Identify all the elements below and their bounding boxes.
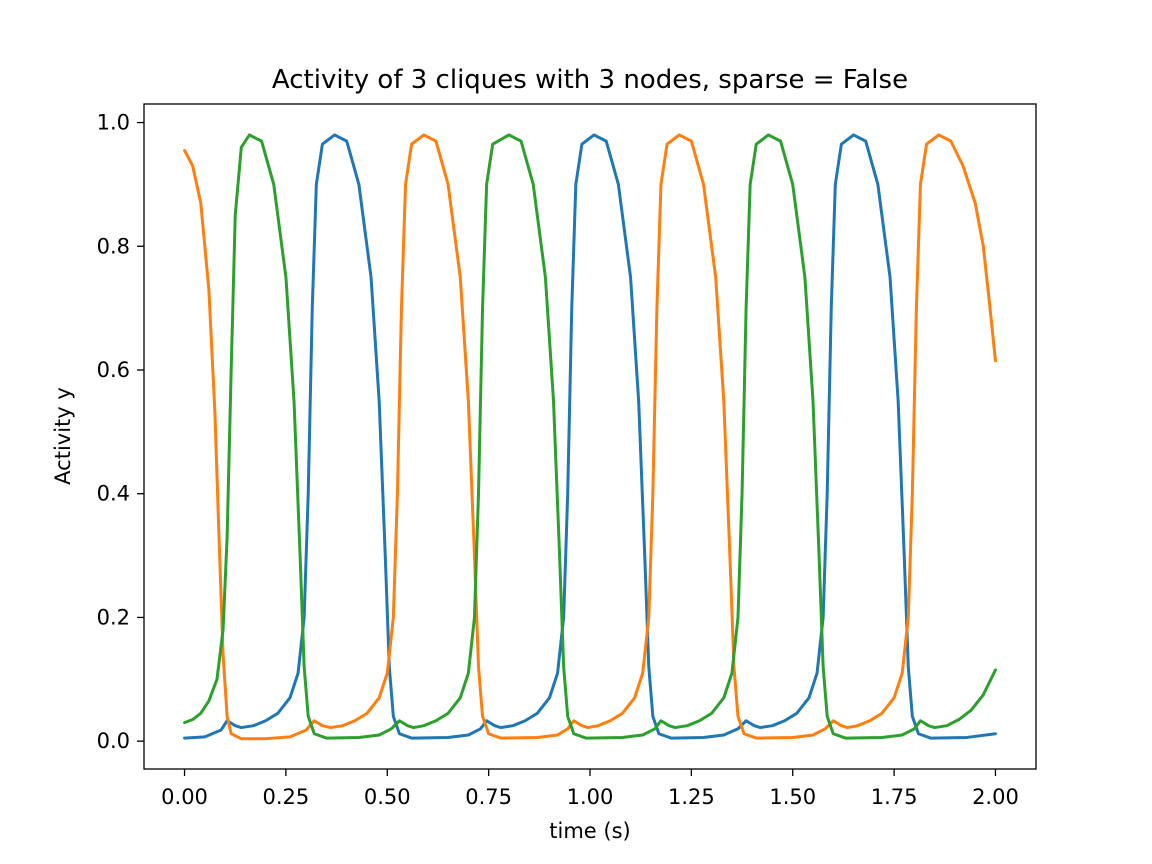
x-tick-label: 1.00 (567, 785, 614, 809)
series-layer (183, 133, 997, 741)
x-axis-label: time (s) (549, 819, 630, 843)
chart-title: Activity of 3 cliques with 3 nodes, spar… (272, 65, 908, 95)
series-line-3 (183, 133, 997, 740)
plot-area: 0.00 0.25 0.50 0.75 1.00 1.25 1.50 1.75 2.00 0.0… (97, 103, 1037, 809)
y-tick-label: 0.0 (97, 729, 130, 753)
series-line-1 (183, 133, 997, 740)
y-tick-label: 0.4 (97, 482, 130, 506)
y-tick-label: 0.8 (97, 234, 130, 258)
x-tick-label: 2.00 (972, 785, 1019, 809)
x-tick-label: 1.25 (668, 785, 715, 809)
y-tick-label: 1.0 (97, 111, 130, 135)
x-tick-label: 1.50 (769, 785, 816, 809)
axes-background (144, 104, 1036, 769)
y-axis-label: Activity y (51, 387, 75, 485)
x-tick-label: 0.25 (263, 785, 310, 809)
x-tick-label: 1.75 (871, 785, 918, 809)
x-tick-label: 0.50 (364, 785, 411, 809)
x-axis-ticks: 0.00 0.25 0.50 0.75 1.00 1.25 1.50 1.75 2.00 (161, 769, 1019, 809)
series-line-2 (183, 133, 997, 741)
x-tick-label: 0.00 (161, 785, 208, 809)
x-tick-label: 0.75 (465, 785, 512, 809)
y-tick-label: 0.2 (97, 605, 130, 629)
y-axis-ticks: 0.0 0.2 0.4 0.6 0.8 1.0 (97, 111, 144, 753)
y-tick-label: 0.6 (97, 358, 130, 382)
